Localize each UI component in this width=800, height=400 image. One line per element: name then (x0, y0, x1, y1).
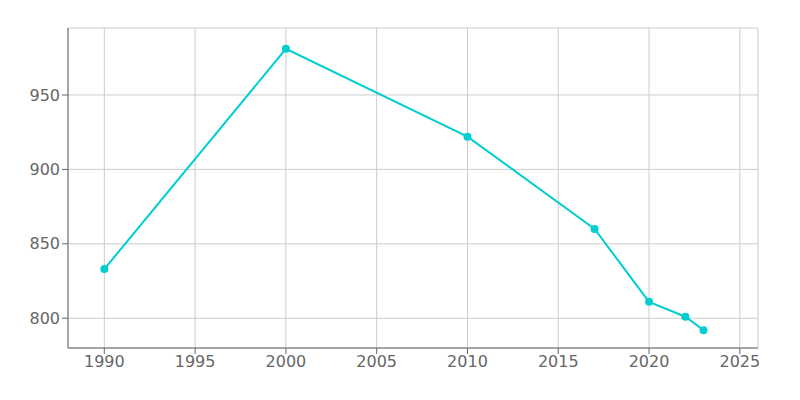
svg-text:2005: 2005 (356, 352, 397, 371)
svg-text:1995: 1995 (175, 352, 216, 371)
svg-text:2020: 2020 (629, 352, 670, 371)
svg-text:2010: 2010 (447, 352, 488, 371)
svg-text:900: 900 (29, 160, 60, 179)
svg-text:850: 850 (29, 234, 60, 253)
svg-text:1990: 1990 (84, 352, 125, 371)
svg-text:950: 950 (29, 86, 60, 105)
svg-text:2000: 2000 (266, 352, 307, 371)
svg-text:800: 800 (29, 309, 60, 328)
svg-text:2025: 2025 (719, 352, 760, 371)
svg-text:2015: 2015 (538, 352, 579, 371)
